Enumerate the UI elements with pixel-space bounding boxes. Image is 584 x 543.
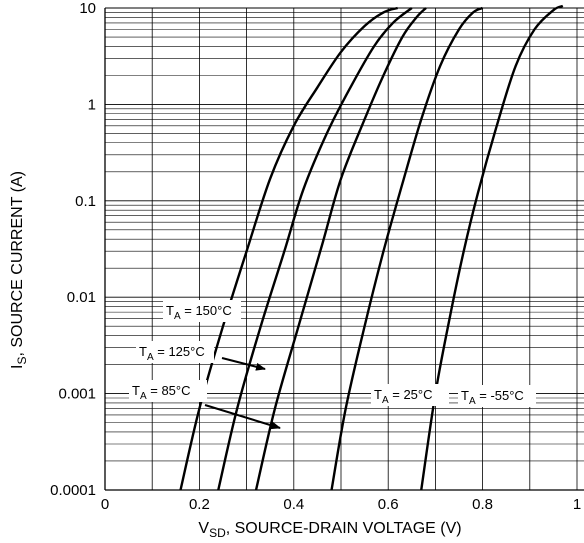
temp-label-2: TA = 85°C (132, 383, 191, 402)
series-line-3 (330, 6, 484, 491)
x-tick-label: 0.6 (378, 496, 399, 513)
annotations: TA = 150°C TA = 125°C TA = 85°C TA = 25°C TA… (129, 300, 536, 430)
plot-frame (104, 8, 584, 491)
y-tick-label: 0.001 (58, 386, 96, 403)
y-tick-label: 0.1 (75, 193, 96, 210)
annotation-arrow (204, 404, 281, 430)
y-tick-label: 10 (79, 0, 96, 17)
series-line-0 (179, 6, 398, 491)
y-axis-title: IS, SOURCE CURRENT (A) (9, 171, 29, 369)
annotation-bg (458, 385, 536, 407)
annotation-arrow (221, 357, 266, 371)
annotation-bg (136, 341, 214, 363)
x-tick-label: 0.4 (283, 496, 304, 513)
series-line-1 (217, 7, 413, 491)
series-line-4 (420, 4, 564, 491)
y-tick-label: 1 (88, 96, 96, 113)
annotation-bg (163, 300, 241, 322)
y-tick-label: 0.0001 (50, 482, 96, 499)
temp-label-3: TA = 25°C (374, 387, 433, 406)
x-tick-label: 0 (101, 496, 109, 513)
x-tick-label: 0.2 (189, 496, 210, 513)
temp-label-4: TA = -55°C (461, 388, 524, 407)
tick-labels: 0 0.2 0.4 0.6 0.8 1 0.0001 0.001 0.01 0.1 1 10 (50, 0, 581, 513)
x-axis-title: VSD, SOURCE-DRAIN VOLTAGE (V) (198, 520, 461, 540)
y-tick-label: 0.01 (67, 289, 96, 306)
series-line-2 (254, 7, 427, 491)
temp-label-1: TA = 125°C (139, 344, 205, 363)
annotation-bg (371, 384, 449, 406)
x-tick-label: 0.8 (472, 496, 493, 513)
temp-label-0: TA = 150°C (166, 303, 232, 322)
series-lines (179, 4, 564, 491)
x-tick-label: 1 (573, 496, 581, 513)
annotation-bg (129, 380, 207, 402)
